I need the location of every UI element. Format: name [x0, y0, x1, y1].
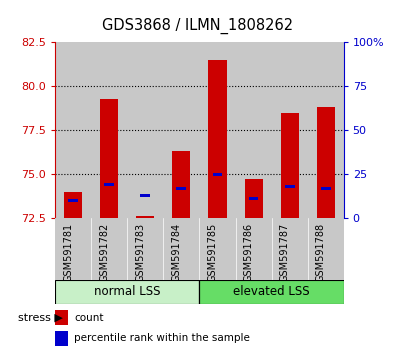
Bar: [272, 218, 308, 280]
Bar: [55, 42, 91, 218]
Bar: [164, 42, 199, 218]
Bar: [213, 172, 222, 176]
Bar: [64, 192, 82, 218]
Bar: [91, 42, 127, 218]
Bar: [127, 218, 164, 280]
Bar: [164, 218, 199, 280]
Bar: [308, 42, 344, 218]
Bar: [91, 218, 127, 280]
Bar: [317, 107, 335, 218]
Text: percentile rank within the sample: percentile rank within the sample: [74, 333, 250, 343]
Bar: [177, 187, 186, 190]
Text: GSM591784: GSM591784: [171, 223, 181, 282]
Bar: [308, 218, 344, 280]
Bar: [280, 113, 299, 218]
Bar: [104, 183, 114, 186]
Bar: [127, 42, 164, 218]
Text: GSM591788: GSM591788: [316, 223, 325, 282]
Bar: [141, 194, 150, 197]
Bar: [55, 280, 199, 304]
Bar: [199, 42, 235, 218]
Text: GSM591783: GSM591783: [135, 223, 145, 282]
Text: stress ▶: stress ▶: [18, 312, 63, 322]
Text: count: count: [74, 313, 103, 322]
Bar: [55, 331, 68, 346]
Bar: [209, 60, 226, 218]
Bar: [321, 187, 331, 190]
Bar: [285, 185, 295, 188]
Bar: [248, 197, 258, 200]
Bar: [136, 216, 154, 218]
Bar: [68, 199, 78, 202]
Bar: [272, 42, 308, 218]
Text: normal LSS: normal LSS: [94, 285, 161, 298]
Bar: [199, 218, 235, 280]
Bar: [199, 280, 344, 304]
Text: GDS3868 / ILMN_1808262: GDS3868 / ILMN_1808262: [102, 17, 293, 34]
Text: GSM591787: GSM591787: [280, 223, 290, 282]
Text: elevated LSS: elevated LSS: [233, 285, 310, 298]
Text: GSM591781: GSM591781: [63, 223, 73, 282]
Bar: [173, 151, 190, 218]
Text: GSM591785: GSM591785: [207, 223, 218, 282]
Bar: [235, 218, 272, 280]
Bar: [100, 99, 118, 218]
Bar: [55, 218, 91, 280]
Text: GSM591786: GSM591786: [244, 223, 254, 282]
Bar: [245, 179, 263, 218]
Bar: [235, 42, 272, 218]
Bar: [55, 310, 68, 325]
Text: GSM591782: GSM591782: [100, 223, 109, 282]
